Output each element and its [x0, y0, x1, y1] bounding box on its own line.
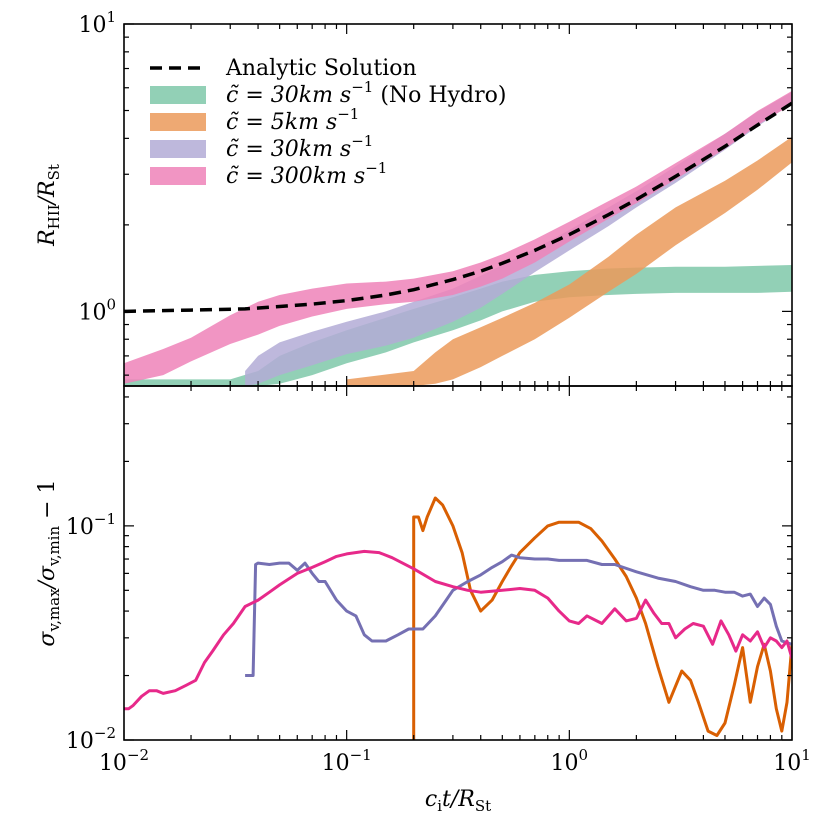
bottom-tick-layer: 10−210−110−2 10−1 100 101 — [66, 386, 811, 776]
top-ytick-label-base: 10 — [78, 13, 106, 38]
legend-label-main: c̃ = 300km s — [226, 164, 365, 189]
band-c-300-km-s-4 — [124, 90, 792, 384]
top-ytick-label-exp: 0 — [106, 295, 116, 313]
xtick-label: 101 — [773, 746, 811, 776]
xtick-label: 100 — [551, 746, 589, 776]
legend-label-exp: −1 — [351, 78, 373, 96]
legend-label-2: c̃ = 5km s−1 — [226, 105, 359, 135]
bottom-ytick-label-exp: −2 — [94, 724, 116, 742]
xlabel-sub: i — [437, 797, 442, 815]
sigma-line-c-30-km-s-1 — [245, 553, 792, 677]
top-y-axis-label: RHII/RSt — [35, 164, 63, 247]
top-band-layer — [124, 90, 792, 386]
legend-swatch-c-300-km-s-4 — [150, 167, 206, 185]
xtick-label: 10−1 — [322, 746, 372, 776]
legend-label-main: c̃ = 5km s — [226, 110, 337, 135]
xtick-label-base: 10 — [322, 751, 350, 776]
legend-label-exp: −1 — [337, 105, 359, 123]
legend-swatch-c-30-km-s-no-hydro-1 — [150, 86, 206, 104]
legend-label-3: c̃ = 30km s−1 — [226, 132, 373, 162]
xtick-label: 10−2 — [99, 746, 149, 776]
top-ytick-label-exp: 1 — [106, 8, 116, 26]
legend-label-1: c̃ = 30km s−1 (No Hydro) — [226, 78, 506, 108]
bottom-ylabel-mid: /σ — [35, 565, 60, 590]
top-ytick-label: 101 — [78, 8, 116, 38]
xlabel-base: c — [425, 787, 437, 812]
top-ytick-label-base: 10 — [78, 300, 106, 325]
band-c-5-km-s-2 — [346, 136, 792, 386]
bottom-ylabel-base: σ — [35, 631, 60, 647]
bottom-ylabel-tail: − 1 — [35, 479, 60, 525]
band-c-30-km-s-3 — [245, 92, 792, 386]
top-ylabel-mid: /R — [35, 180, 60, 206]
xtick-label-base: 10 — [773, 751, 801, 776]
legend-swatch-c-30-km-s-3 — [150, 140, 206, 158]
bottom-ytick-label: 10−2 — [66, 724, 116, 754]
xtick-label-base: 10 — [551, 751, 579, 776]
xlabel-mid: t/R — [442, 787, 475, 812]
bottom-ytick-label: 10−1 — [66, 510, 116, 540]
xlabel-sub2: St — [475, 797, 491, 815]
sigma-line-c-300-km-s-2 — [124, 549, 792, 711]
xtick-label-exp: 1 — [801, 746, 811, 764]
bottom-panel: 10−210−110−2 10−1 100 101 — [66, 385, 811, 776]
top-ylabel-sub2: St — [45, 164, 63, 180]
bottom-axes-frame — [123, 385, 793, 741]
bottom-ytick-label-base: 10 — [66, 515, 94, 540]
xtick-label-exp: 0 — [579, 746, 589, 764]
bottom-ylabel-sub: v,max — [45, 588, 63, 633]
top-ylabel-sub: HII — [45, 204, 63, 229]
legend-label-0: Analytic Solution — [225, 56, 417, 81]
legend-label-4: c̃ = 300km s−1 — [226, 159, 387, 189]
bottom-ylabel-sub2: v,min — [45, 526, 63, 567]
top-ylabel-base: R — [35, 229, 60, 247]
analytic-solution-line — [124, 101, 792, 314]
legend-label-exp: −1 — [365, 159, 387, 177]
bottom-line-layer — [124, 496, 792, 740]
xtick-label-base: 10 — [99, 751, 127, 776]
legend-label-main: c̃ = 30km s — [226, 83, 351, 108]
sigma-line-c-5-km-s-0 — [412, 496, 792, 740]
legend-swatch-c-5-km-s-2 — [150, 113, 206, 131]
xtick-label-exp: −2 — [127, 746, 149, 764]
top-ytick-label: 100 — [78, 295, 116, 325]
legend-label-exp: −1 — [351, 132, 373, 150]
bottom-ytick-label-exp: −1 — [94, 510, 116, 528]
legend-label-main: Analytic Solution — [225, 56, 417, 81]
top-line-layer — [124, 101, 792, 314]
legend-label-suffix: (No Hydro) — [373, 83, 506, 108]
bottom-ytick-label-base: 10 — [66, 729, 94, 754]
legend-label-main: c̃ = 30km s — [226, 137, 351, 162]
bottom-y-axis-label: σv,max/σv,min − 1 — [35, 479, 63, 646]
x-axis-label: cit/RSt — [425, 787, 491, 815]
xtick-label-exp: −1 — [350, 746, 372, 764]
